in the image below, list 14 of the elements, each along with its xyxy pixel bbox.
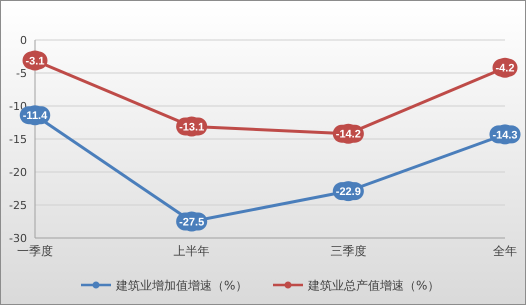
y-tick-label: -25 <box>9 199 27 212</box>
y-tick-label: 0 <box>20 34 27 47</box>
legend-label: 建筑业增加值增速（%） <box>115 278 248 292</box>
legend-label: 建筑业总产值增速（%） <box>307 278 440 292</box>
x-tick-label: 三季度 <box>330 244 366 258</box>
data-label: -4.2 <box>496 62 514 75</box>
y-tick-label: -5 <box>16 67 27 80</box>
x-tick-label: 一季度 <box>17 244 53 258</box>
data-label: -3.1 <box>26 55 44 68</box>
y-tick-label: -15 <box>9 133 27 146</box>
x-tick-label: 上半年 <box>174 244 210 258</box>
x-tick-label: 全年 <box>493 244 517 258</box>
y-tick-label: -30 <box>9 232 27 245</box>
y-tick-label: -20 <box>9 166 27 179</box>
